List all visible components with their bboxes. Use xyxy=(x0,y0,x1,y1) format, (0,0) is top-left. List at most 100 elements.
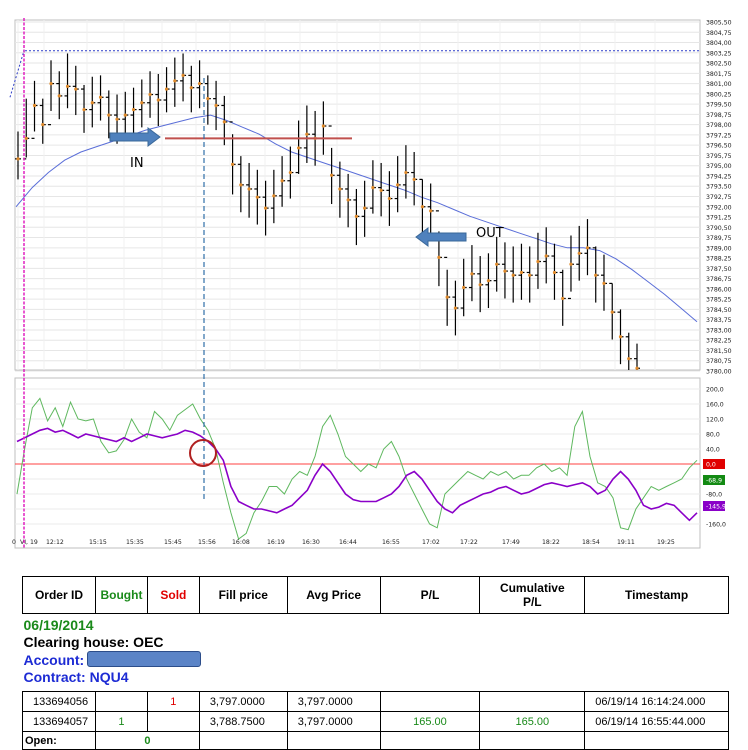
price-bar-close-dot xyxy=(478,283,482,287)
price-bar-close-dot xyxy=(594,273,598,277)
price-bar-close-dot xyxy=(272,194,276,198)
cell-avg-price: 3,797.0000 xyxy=(286,691,381,712)
trading-chart: 3805,50 3804,75 3804,00 3803,25 3802,50 3801,… xyxy=(9,18,732,549)
time-tick-label: 16:30 xyxy=(302,539,320,546)
header-timestamp: Timestamp xyxy=(584,576,729,614)
price-bar-close-dot xyxy=(519,270,524,275)
oscillator-value-box xyxy=(703,475,725,485)
price-bar-close-dot xyxy=(363,206,367,210)
price-bar xyxy=(213,80,220,131)
price-tick-label: 3804,00 xyxy=(706,40,732,47)
price-bar xyxy=(155,74,162,127)
price-bar-close-dot xyxy=(297,146,301,150)
info-row-contract: Contract: NQU4 xyxy=(23,669,729,692)
price-bar-close-dot xyxy=(131,107,136,112)
annotation-layer: IN OUT xyxy=(9,18,700,548)
price-bar xyxy=(510,246,517,303)
price-bar xyxy=(543,227,550,284)
chart-canvas: 3805,50 3804,75 3804,00 3803,25 3802,50 3801,… xyxy=(9,18,732,549)
header-bought: Bought xyxy=(94,576,148,614)
price-bar-close-dot xyxy=(156,98,160,102)
price-bar xyxy=(444,256,451,326)
price-bar xyxy=(518,243,525,300)
time-tick-label: 15:45 xyxy=(164,539,182,546)
info-row-date: 06/19/2014 xyxy=(23,614,729,635)
open-row: Open: 0 xyxy=(22,731,729,750)
price-bar xyxy=(353,188,360,246)
price-bar xyxy=(592,246,599,303)
oscillator-fast-line xyxy=(16,397,698,540)
price-bar xyxy=(303,105,310,163)
time-tick-label: 16:44 xyxy=(339,539,357,546)
price-bar xyxy=(15,131,21,180)
header-avg-price: Avg Price xyxy=(286,576,381,614)
price-bar-close-dot xyxy=(206,97,210,101)
price-bar xyxy=(600,254,607,311)
price-tick-label: 3798,00 xyxy=(706,122,732,129)
oscillator-value-label: -145,9 xyxy=(706,504,726,511)
price-bar-close-dot xyxy=(602,281,606,286)
header-fill-price: Fill price xyxy=(198,576,288,614)
price-bar xyxy=(361,180,368,237)
price-bar xyxy=(468,245,475,302)
price-bar xyxy=(584,219,591,276)
price-bar-close-dot xyxy=(552,270,557,275)
header-order-id: Order ID xyxy=(22,576,96,614)
table-header-row: Order ID Bought Sold Fill price Avg Pric… xyxy=(22,576,729,614)
time-tick-label: 15:56 xyxy=(198,539,216,546)
price-bar-close-dot xyxy=(561,296,565,301)
price-bar xyxy=(204,75,211,125)
price-tick-label: 3780,00 xyxy=(706,369,732,376)
price-bar xyxy=(89,76,96,128)
price-bar xyxy=(72,65,79,116)
price-bar xyxy=(97,75,104,121)
price-bar-close-dot xyxy=(486,279,491,283)
price-panel-frame xyxy=(14,19,701,371)
oscillator-axis-ticks: 200,0160,0120,080,040,0-40,0-80,0-160,00… xyxy=(703,387,726,529)
price-bar xyxy=(419,178,426,235)
red-circle-marker xyxy=(189,439,217,467)
time-tick-label: 17:22 xyxy=(460,539,478,546)
price-bar xyxy=(295,120,302,174)
price-bar-close-dot xyxy=(123,113,127,117)
time-tick-label: 19:25 xyxy=(657,539,675,546)
cell-cumulative xyxy=(479,691,586,712)
session-date: 06/19/2014 xyxy=(23,617,94,633)
price-bar-close-dot xyxy=(610,310,614,314)
price-tick-label: 3786,00 xyxy=(706,286,732,293)
oscillator-value-box xyxy=(703,501,725,511)
price-tick-label: 3799,50 xyxy=(706,102,732,109)
time-tick-label: 15:15 xyxy=(89,539,107,546)
price-bar xyxy=(460,258,467,317)
price-bar xyxy=(31,80,38,139)
price-tick-label: 3794,25 xyxy=(706,173,732,180)
price-tick-label: 3783,75 xyxy=(706,317,732,324)
price-bar xyxy=(138,79,145,128)
price-tick-label: 3784,50 xyxy=(706,307,732,314)
time-axis-ticks: VI, 19 12:12 15:15 15:35 15:45 15:56 16:08 16:1… xyxy=(12,539,675,546)
price-tick-label: 3781,50 xyxy=(706,348,732,355)
price-tick-label: 3797,25 xyxy=(706,132,732,139)
price-bar-close-dot xyxy=(544,254,548,258)
price-tick-label: 3792,00 xyxy=(706,204,732,211)
in-label: IN xyxy=(130,156,144,171)
cell-sold xyxy=(146,711,200,732)
cell-pl xyxy=(379,691,481,712)
price-tick-label: 3801,00 xyxy=(706,81,732,88)
oscillator-value-label: 0,0 xyxy=(706,462,716,469)
price-bar-close-dot xyxy=(24,136,28,140)
arrow-left-icon xyxy=(415,227,467,247)
header-sold: Sold xyxy=(146,576,200,614)
price-bar-close-dot xyxy=(140,101,144,105)
price-bar-close-dot xyxy=(41,123,45,127)
price-tick-label: 3787,50 xyxy=(706,266,732,273)
time-tick-label: 19:11 xyxy=(617,539,635,546)
price-bar xyxy=(609,282,616,340)
table-row: 133694056 1 3,797.0000 3,797.0000 06/19/… xyxy=(22,691,729,712)
price-bar-close-dot xyxy=(511,273,515,277)
header-cumulative-pl: Cumulative P/L xyxy=(479,576,586,614)
time-tick-label: 15:35 xyxy=(126,539,144,546)
cell-timestamp: 06/19/14 16:14:24.000 xyxy=(584,691,729,712)
price-bar-close-dot xyxy=(90,101,94,105)
price-bar-close-dot xyxy=(396,183,400,187)
